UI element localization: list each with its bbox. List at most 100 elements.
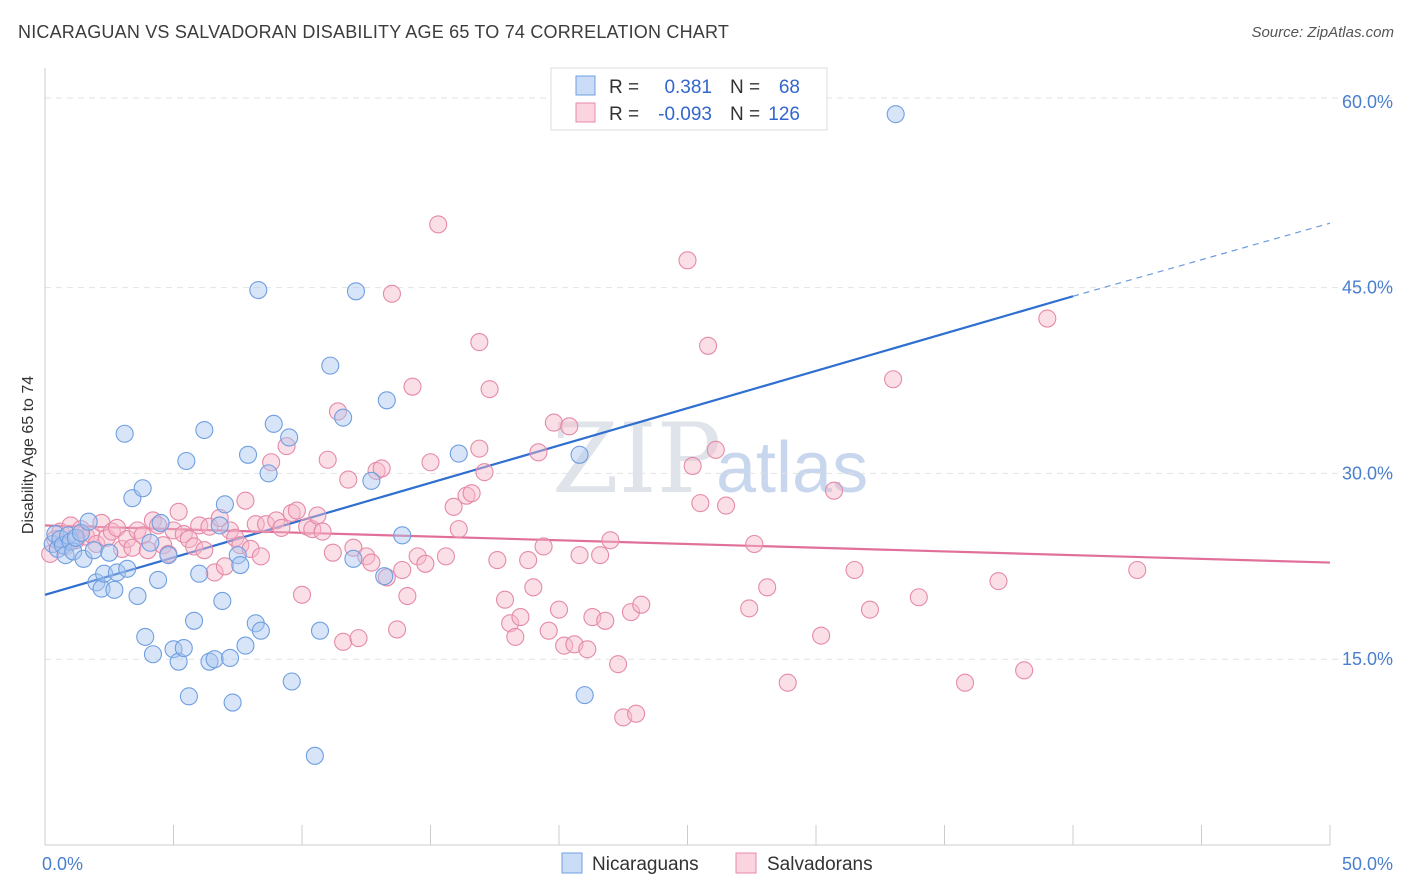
legend-swatch-salvadorans [575, 102, 596, 123]
axes [44, 68, 1331, 846]
nicaraguan-point [375, 567, 394, 586]
nicaraguan-point [231, 556, 250, 575]
salvadoran-point [1038, 309, 1057, 328]
salvadoran-point [318, 450, 337, 469]
data-points [41, 105, 1147, 765]
salvadoran-point [601, 531, 620, 550]
bottom-legend-swatch-nicaraguans [561, 852, 583, 874]
salvadoran-point [549, 600, 569, 619]
nicaraguan-point [195, 420, 214, 440]
nicaraguan-point [84, 541, 103, 560]
nicaraguan-point [334, 408, 353, 427]
salvadoran-point [408, 547, 427, 566]
nicaraguan-point [264, 414, 283, 433]
nicaraguan-trend-line-extension [1072, 222, 1331, 297]
legend-n-value: 126 [768, 104, 800, 125]
nicaraguan-point [575, 686, 594, 705]
salvadoran-point [282, 503, 301, 523]
nicaraguan-point [362, 471, 381, 490]
y-tick-label: 45.0% [1342, 278, 1393, 298]
tick-labels: 15.0% 30.0% 45.0% 60.0% 0.0% 50.0% [42, 92, 1393, 874]
nicaraguan-point [149, 570, 168, 589]
nicaraguan-point [236, 636, 255, 655]
salvadoran-point [699, 336, 718, 355]
salvadoran-point [382, 284, 402, 303]
nicaraguan-point [190, 564, 209, 583]
salvadoran-point [308, 506, 327, 525]
nicaraguan-point [92, 579, 111, 598]
salvadoran-point [534, 537, 553, 556]
salvadoran-point [210, 508, 229, 528]
salvadoran-point [251, 547, 270, 566]
nicaraguan-point [570, 445, 589, 464]
salvadoran-point [462, 484, 481, 503]
nicaraguan-point [249, 281, 268, 300]
salvadoran-point [627, 704, 646, 723]
salvadoran-point [334, 632, 353, 651]
salvadoran-point [256, 515, 276, 534]
watermark-zip: ZIP [552, 403, 721, 515]
salvadoran-point [205, 563, 224, 582]
nicaraguan-point [251, 621, 270, 640]
salvadoran-point [292, 585, 312, 604]
salvadoran-point [449, 520, 468, 539]
salvadoran-point [246, 515, 265, 534]
nicaraguan-point [64, 542, 83, 561]
nicaraguan-point [213, 591, 232, 611]
legend-n-value: 68 [779, 77, 800, 98]
y-tick-label: 15.0% [1342, 649, 1393, 669]
salvadoran-point [403, 377, 422, 396]
nicaraguan-point [282, 672, 301, 691]
salvadoran-point [362, 553, 381, 572]
bottom-legend-swatch-salvadorans [735, 852, 757, 874]
salvadoran-point [323, 543, 342, 562]
salvadoran-point [632, 595, 651, 614]
salvadoran-point [421, 453, 440, 472]
nicaraguan-point [174, 638, 193, 658]
salvadoran-point [511, 608, 530, 627]
salvadoran-point [824, 481, 844, 500]
watermark: ZIP atlas [552, 403, 868, 515]
salvadoran-point [236, 491, 255, 510]
nicaraguan-point [321, 356, 340, 375]
salvadoran-point [470, 439, 489, 458]
salvadoran-point [169, 502, 188, 521]
salvadoran-point [215, 557, 234, 576]
salvadoran-point [398, 586, 417, 606]
nicaraguan-point [136, 627, 155, 646]
salvadoran-point [388, 620, 407, 639]
salvadoran-point [480, 380, 499, 399]
nicaraguan-point [205, 650, 224, 669]
salvadoran-point [989, 572, 1008, 591]
nicaraguan-point [393, 526, 412, 545]
nicaraguan-point [141, 533, 160, 552]
nicaraguan-point [886, 105, 905, 124]
nicaraguan-point [105, 580, 124, 599]
salvadoran-point [758, 578, 777, 597]
salvadoran-point [1015, 661, 1034, 680]
salvadoran-point [740, 599, 759, 618]
salvadoran-point [349, 629, 368, 648]
nicaraguan-point [220, 648, 240, 668]
nicaraguan-point [107, 563, 127, 582]
nicaraguan-point [128, 586, 147, 606]
salvadoran-point [860, 600, 880, 619]
nicaraguan-point [169, 652, 188, 671]
salvadoran-point [123, 538, 142, 557]
chart-title: NICARAGUAN VS SALVADORAN DISABILITY AGE … [18, 22, 730, 42]
salvadoran-point [578, 640, 597, 659]
watermark-atlas: atlas [716, 428, 868, 508]
salvadoran-point [539, 621, 558, 640]
y-tick-label: 60.0% [1342, 92, 1393, 112]
salvadoran-point [367, 461, 386, 480]
nicaraguan-point [151, 513, 170, 532]
nicaraguan-point [115, 424, 134, 443]
salvadoran-point [429, 215, 448, 234]
nicaraguan-point [177, 451, 196, 471]
y-axis-label: Disability Age 65 to 74 [20, 376, 37, 534]
nicaraguan-point [310, 621, 330, 640]
salvadoran-point [470, 333, 489, 352]
salvadoran-point [416, 554, 435, 573]
nicaraguan-point [449, 444, 468, 463]
nicaraguan-point [305, 746, 324, 765]
